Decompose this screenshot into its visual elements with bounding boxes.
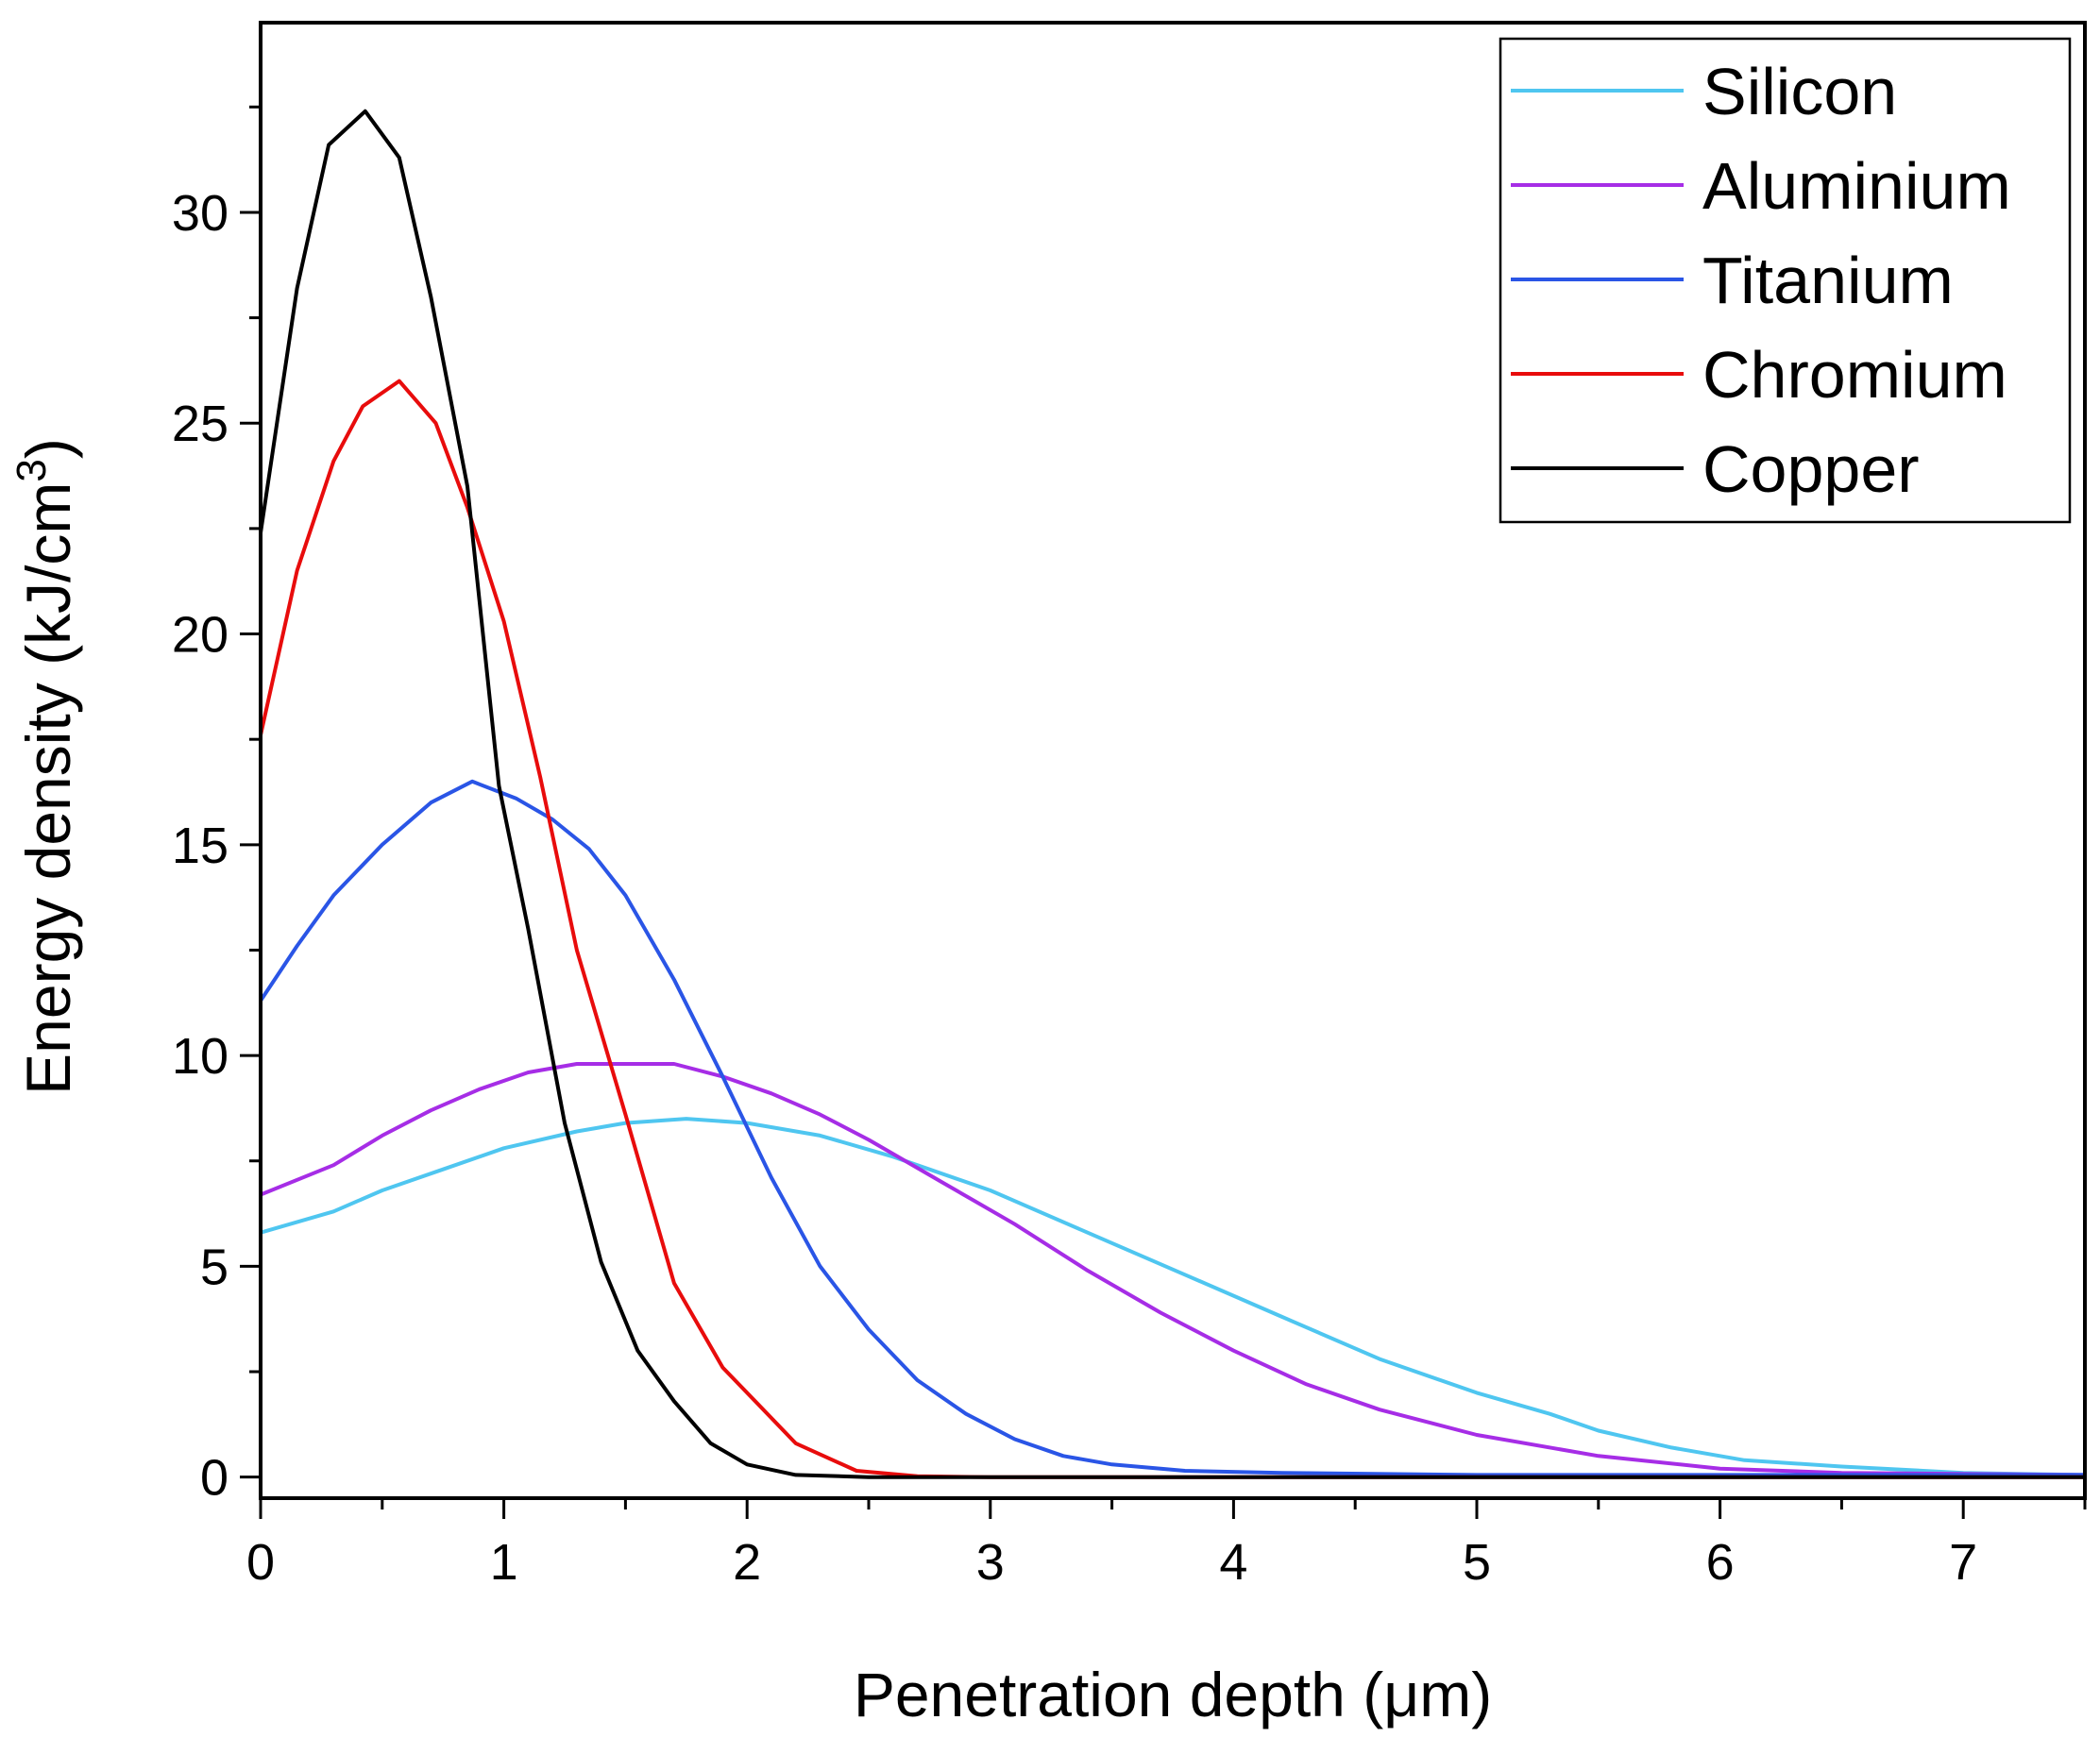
legend-label-silicon: Silicon [1702, 55, 1897, 128]
legend-label-aluminium: Aluminium [1702, 149, 2011, 223]
series-line-silicon [260, 1117, 2086, 1477]
x-tick-label: 2 [733, 1534, 761, 1591]
x-axis-ticks: 0 1 2 3 4 5 6 7 [246, 1498, 2087, 1591]
series-layer [259, 109, 2086, 1479]
y-tick-label: 30 [172, 185, 229, 242]
x-tick-label: 0 [246, 1534, 275, 1591]
legend-label-titanium: Titanium [1702, 244, 1954, 317]
y-tick-label: 25 [172, 396, 229, 452]
y-tick-label: 0 [200, 1450, 229, 1507]
series-line-copper [259, 109, 2085, 1479]
x-axis-title: Penetration depth (μm) [854, 1660, 1492, 1729]
y-tick-label: 15 [172, 818, 229, 874]
legend-label-chromium: Chromium [1702, 338, 2007, 412]
y-axis-title-main: Energy density (kJ/cm [13, 482, 83, 1095]
x-tick-label: 4 [1219, 1534, 1247, 1591]
y-tick-label: 20 [172, 607, 229, 664]
x-tick-label: 1 [490, 1534, 518, 1591]
plot-frame [259, 21, 2087, 1500]
x-tick-label: 5 [1463, 1534, 1491, 1591]
x-tick-label: 3 [976, 1534, 1005, 1591]
series-line-chromium [259, 379, 2085, 1479]
series-line-titanium [259, 779, 2085, 1477]
y-tick-label: 10 [172, 1028, 229, 1085]
y-axis-title-close: ) [13, 438, 83, 459]
y-axis-title: Energy density (kJ/cm3) [8, 438, 83, 1095]
legend-label-copper: Copper [1702, 432, 1920, 506]
series-line-aluminium [260, 1062, 2086, 1477]
y-axis-ticks: 0 5 10 15 20 25 30 [172, 105, 261, 1507]
y-tick-label: 5 [200, 1239, 229, 1295]
x-tick-label: 6 [1706, 1534, 1735, 1591]
legend: Silicon Aluminium Titanium Chromium Copper [1499, 37, 2072, 524]
x-tick-label: 7 [1949, 1534, 1977, 1591]
legend-entries: Silicon Aluminium Titanium Chromium Copper [1511, 55, 2011, 506]
y-axis-title-superscript: 3 [8, 459, 55, 481]
